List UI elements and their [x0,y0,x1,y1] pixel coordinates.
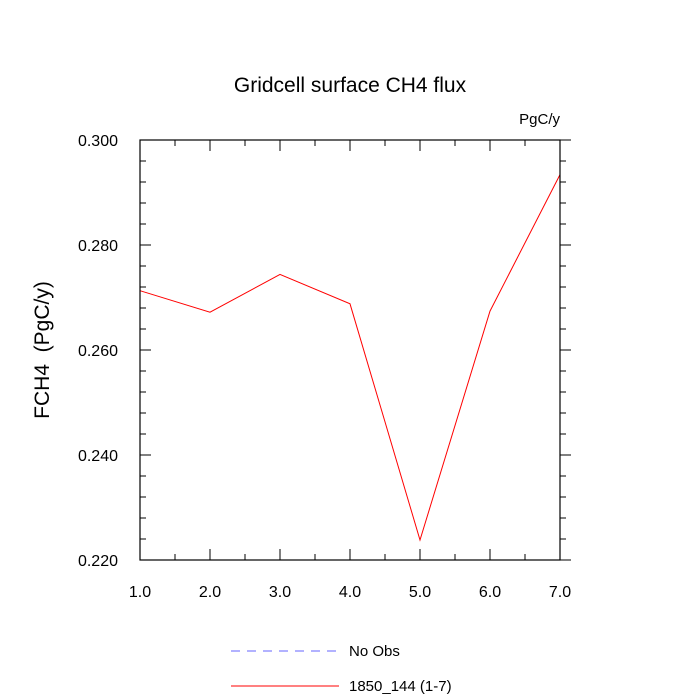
x-tick-label: 4.0 [339,584,361,601]
y-axis-label: FCH4 (PgC/y) [31,281,54,419]
series-line [139,174,561,542]
y-tick-label: 0.240 [78,448,118,465]
axis-ticks [139,139,571,561]
y-tick-label: 0.220 [78,553,118,570]
series-layer [139,174,561,542]
x-tick-label: 6.0 [479,584,501,601]
y-tick-label: 0.260 [78,343,118,360]
legend-label: No Obs [349,643,400,660]
x-tick-label: 3.0 [269,584,291,601]
x-tick-label: 1.0 [129,584,151,601]
legend-label: 1850_144 (1-7) [349,678,452,695]
y-tick-labels: 0.220 0.240 0.260 0.280 0.300 [78,133,118,570]
plot-frame [139,139,561,561]
x-tick-label: 2.0 [199,584,221,601]
y-tick-label: 0.280 [78,238,118,255]
legend: No Obs 1850_144 (1-7) [231,643,452,695]
x-tick-label: 7.0 [549,584,571,601]
units-label: PgC/y [519,111,560,128]
y-tick-label: 0.300 [78,133,118,150]
chart-title: Gridcell surface CH4 flux [234,74,467,97]
x-tick-labels: 1.0 2.0 3.0 4.0 5.0 6.0 7.0 [129,584,571,601]
x-tick-label: 5.0 [409,584,431,601]
